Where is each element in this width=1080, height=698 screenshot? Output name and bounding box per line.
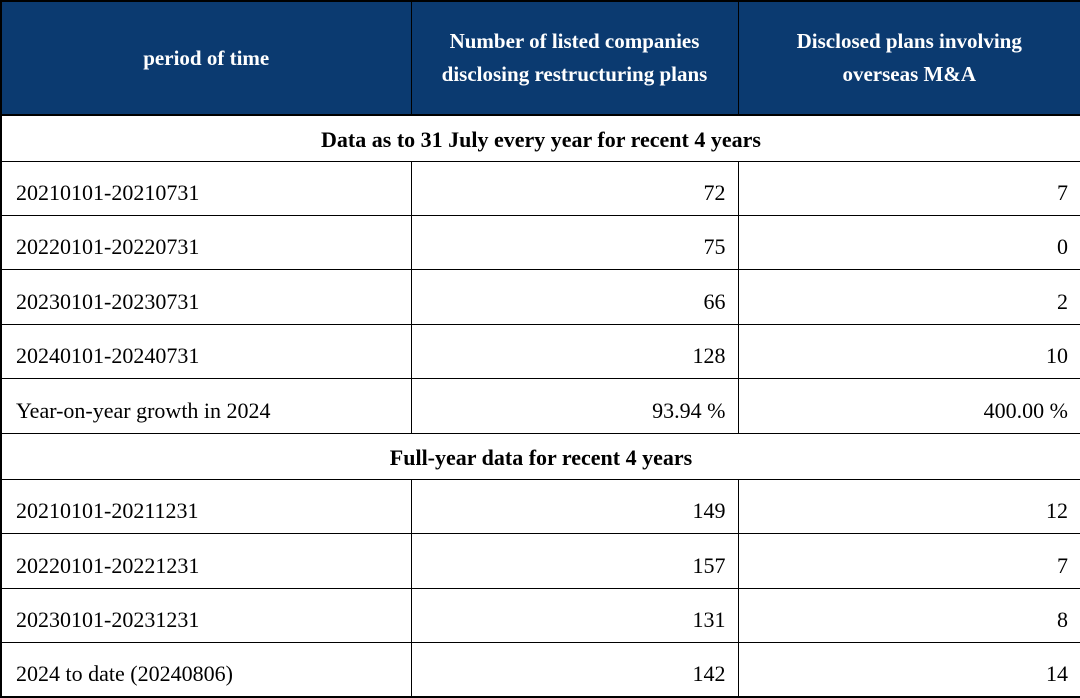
disclosing-count-cell: 128	[410, 323, 739, 380]
table-row: 20240101-20240731 128 10	[0, 323, 1080, 380]
overseas-count-cell: 7	[737, 533, 1080, 589]
section-row-full-year-data: Full-year data for recent 4 years	[0, 432, 1080, 480]
period-cell: 20220101-20220731	[0, 215, 412, 271]
table-row-yoy-growth: Year-on-year growth in 2024 93.94 % 400.…	[0, 378, 1080, 434]
table-row: 20210101-20211231 149 12	[0, 478, 1080, 535]
period-cell: 20240101-20240731	[0, 323, 412, 380]
overseas-count-cell: 12	[737, 478, 1080, 535]
overseas-count-cell: 7	[737, 160, 1080, 217]
overseas-count-cell: 2	[737, 269, 1080, 325]
disclosing-count-cell: 149	[410, 478, 739, 535]
overseas-growth-cell: 400.00 %	[737, 378, 1080, 434]
period-cell: 20210101-20210731	[0, 160, 412, 217]
section-title-july-data: Data as to 31 July every year for recent…	[0, 114, 1080, 162]
disclosing-count-cell: 72	[410, 160, 739, 217]
table-row: 20230101-20231231 131 8	[0, 587, 1080, 644]
period-cell: 20230101-20231231	[0, 587, 412, 644]
period-cell: Year-on-year growth in 2024	[0, 378, 412, 434]
col-header-overseas-ma: Disclosed plans involving overseas M&A	[737, 0, 1080, 116]
disclosing-count-cell: 142	[410, 642, 739, 698]
section-row-july-data: Data as to 31 July every year for recent…	[0, 114, 1080, 162]
table-row: 20220101-20221231 157 7	[0, 533, 1080, 589]
col-header-period-of-time: period of time	[0, 0, 412, 116]
period-cell: 20220101-20221231	[0, 533, 412, 589]
col-header-disclosing-companies: Number of listed companies disclosing re…	[410, 0, 739, 116]
table-row: 20210101-20210731 72 7	[0, 160, 1080, 217]
overseas-count-cell: 8	[737, 587, 1080, 644]
table-row-2024-to-date: 2024 to date (20240806) 142 14	[0, 642, 1080, 698]
period-cell: 2024 to date (20240806)	[0, 642, 412, 698]
table-header-row: period of time Number of listed companie…	[0, 0, 1080, 116]
disclosing-count-cell: 157	[410, 533, 739, 589]
overseas-count-cell: 10	[737, 323, 1080, 380]
disclosing-count-cell: 66	[410, 269, 739, 325]
table-row: 20220101-20220731 75 0	[0, 215, 1080, 271]
period-cell: 20230101-20230731	[0, 269, 412, 325]
disclosing-count-cell: 131	[410, 587, 739, 644]
table-row: 20230101-20230731 66 2	[0, 269, 1080, 325]
period-cell: 20210101-20211231	[0, 478, 412, 535]
overseas-count-cell: 14	[737, 642, 1080, 698]
disclosing-count-cell: 75	[410, 215, 739, 271]
disclosing-growth-cell: 93.94 %	[410, 378, 739, 434]
overseas-count-cell: 0	[737, 215, 1080, 271]
section-title-full-year-data: Full-year data for recent 4 years	[0, 432, 1080, 480]
